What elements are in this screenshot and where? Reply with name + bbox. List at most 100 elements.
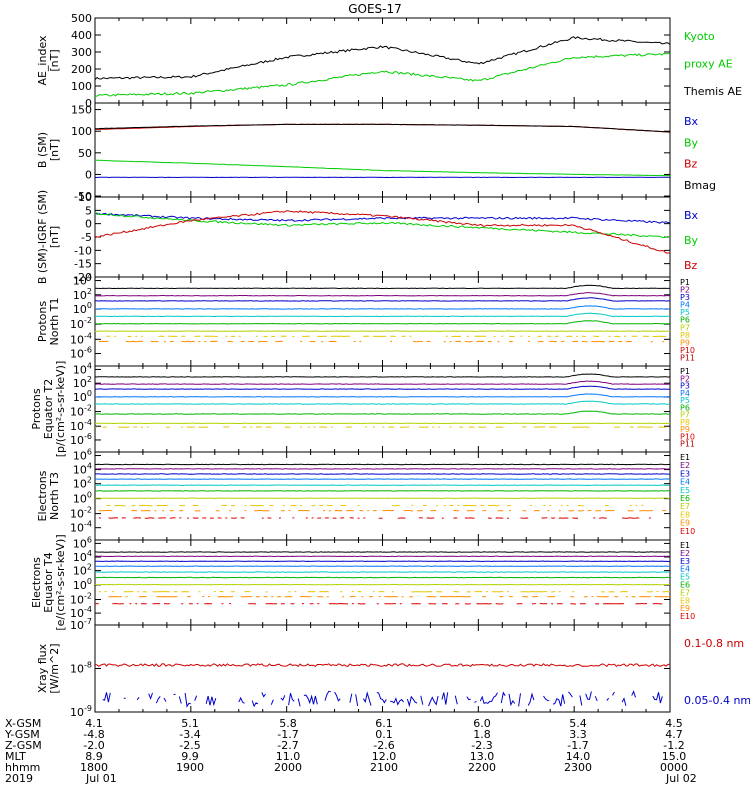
series-electrons_t4-e6 <box>95 577 670 578</box>
series-protons_t1-p1 <box>95 285 670 288</box>
legend-bsm: Bmag <box>684 179 716 192</box>
ytick-label-bigrf: -5 <box>81 231 92 244</box>
ytick-label-ae: 400 <box>71 29 92 42</box>
legend-bsm: By <box>684 136 699 149</box>
footer-cell: Jul 02 <box>665 772 697 785</box>
ytick-label-electrons_t3: 10-2 <box>70 506 92 521</box>
legend-channel-protons_t1: P11 <box>680 353 695 362</box>
series-xray-0.05-0.4-nm <box>103 691 670 706</box>
ytick-label-xray: 10-8 <box>70 661 92 676</box>
ytick-label-ae: 200 <box>71 63 92 76</box>
ylabel-bigrf: [nT] <box>48 226 61 248</box>
ytick-label-xray: 10-7 <box>70 617 92 632</box>
series-protons_t2-p6 <box>95 411 670 414</box>
series-protons_t1-p6 <box>95 321 670 324</box>
ytick-label-protons_t2: 10-4 <box>70 418 92 433</box>
footer-cell: 1900 <box>176 761 204 774</box>
ytick-label-protons_t2: 10-2 <box>70 404 92 419</box>
panel-frame-electrons_t4 <box>95 540 670 625</box>
ytick-label-protons_t1: 10-2 <box>70 316 92 331</box>
legend-channel-electrons_t4: E10 <box>680 612 695 621</box>
series-electrons_t3-e1 <box>95 464 670 465</box>
ytick-label-ae: 100 <box>71 80 92 93</box>
ytick-label-protons_t2: 102 <box>73 375 92 390</box>
series-protons_t2-p5 <box>95 401 670 404</box>
legend-bsm: Bz <box>684 158 698 171</box>
ytick-label-electrons_t3: 100 <box>73 491 92 506</box>
footer-cell: 2000 <box>274 761 302 774</box>
ytick-label-protons_t1: 100 <box>73 301 92 316</box>
series-protons_t2-p2 <box>95 381 670 384</box>
series-xray-0.1-0.8-nm <box>95 664 670 667</box>
ytick-label-electrons_t3: 102 <box>73 476 92 491</box>
series-bsm-bmag <box>95 124 670 132</box>
series-protons_t2-p1 <box>95 374 670 377</box>
ytick-label-electrons_t3: 10-4 <box>70 520 92 535</box>
series-protons_t1-p2 <box>95 293 670 296</box>
series-protons_t2-p3 <box>95 386 670 389</box>
series-bsm-by <box>95 160 670 175</box>
footer-row-label: 2019 <box>5 772 33 785</box>
ytick-label-electrons_t4: 100 <box>73 577 92 592</box>
ytick-label-electrons_t4: 102 <box>73 563 92 578</box>
panel-frame-bsm <box>95 103 670 197</box>
ytick-label-bsm: 150 <box>71 104 92 117</box>
series-bsm-bz <box>95 124 670 132</box>
ylabel-electrons_t3: North T3 <box>48 472 61 520</box>
ytick-label-bsm: 100 <box>71 125 92 138</box>
series-protons_t1-p7 <box>95 331 670 332</box>
ytick-label-ae: 300 <box>71 46 92 59</box>
legend-xray: 0.05-0.4 nm <box>684 694 750 707</box>
ylabel-xray: [W/m^2] <box>48 643 61 693</box>
legend-channel-electrons_t3: E10 <box>680 527 695 536</box>
series-protons_t1-p4 <box>95 306 670 309</box>
ytick-label-bigrf: -15 <box>74 258 92 271</box>
legend-bigrf: Bz <box>684 259 698 272</box>
legend-bsm: Bx <box>684 115 699 128</box>
ytick-label-protons_t2: 100 <box>73 389 92 404</box>
ylabel-protons_t2: [p/(cm²-s-sr-keV)] <box>54 361 67 458</box>
ylabel-bsm: [nT] <box>48 139 61 161</box>
legend-ae: Kyoto <box>684 30 715 43</box>
ytick-label-protons_t1: 10-4 <box>70 331 92 346</box>
ytick-label-bigrf: 0 <box>85 218 92 231</box>
legend-ae: Themis AE <box>683 85 742 98</box>
legend-bigrf: Bx <box>684 209 699 222</box>
ylabel-protons_t1: North T1 <box>48 298 61 346</box>
panel-frame-protons_t1 <box>95 277 670 366</box>
series-electrons_t3-e9 <box>99 510 670 511</box>
plot-title: GOES-17 <box>348 2 402 16</box>
series-protons_t2-p4 <box>95 394 670 397</box>
footer-cell: 2200 <box>468 761 496 774</box>
panel-frame-protons_t2 <box>95 366 670 452</box>
legend-bigrf: By <box>684 234 699 247</box>
series-ae-kyoto-proxy-ae <box>95 53 670 97</box>
series-protons_t1-p3 <box>95 298 670 301</box>
ytick-label-electrons_t3: 104 <box>73 462 92 477</box>
ytick-label-protons_t1: 104 <box>73 273 92 288</box>
series-ae-themis-ae <box>95 37 670 80</box>
panel-frame-electrons_t3 <box>95 452 670 540</box>
series-protons_t1-p5 <box>95 313 670 316</box>
ytick-label-bigrf: 5 <box>85 204 92 217</box>
ytick-label-bsm: 0 <box>85 168 92 181</box>
footer-cell: Jul 01 <box>85 772 117 785</box>
ylabel-electrons_t4: [e/(cm²-s-sr-keV)] <box>54 534 67 630</box>
legend-xray: 0.1-0.8 nm <box>684 637 744 650</box>
ylabel-ae: [nT] <box>48 49 61 71</box>
ytick-label-ae: 500 <box>71 12 92 25</box>
legend-ae: proxy AE <box>684 58 733 71</box>
ytick-label-protons_t1: 10-6 <box>70 346 92 361</box>
footer-cell: 2300 <box>564 761 592 774</box>
legend-channel-protons_t2: P11 <box>680 440 695 449</box>
footer-cell: 2100 <box>370 761 398 774</box>
ytick-label-bsm: 50 <box>78 147 92 160</box>
series-electrons_t4-e10 <box>95 604 662 605</box>
series-electrons_t3-e8 <box>107 505 665 506</box>
ytick-label-protons_t2: 104 <box>73 361 92 376</box>
panel-frame-xray <box>95 625 670 712</box>
panel-frame-bigrf <box>95 197 670 277</box>
series-electrons_t4-e3 <box>95 561 670 562</box>
